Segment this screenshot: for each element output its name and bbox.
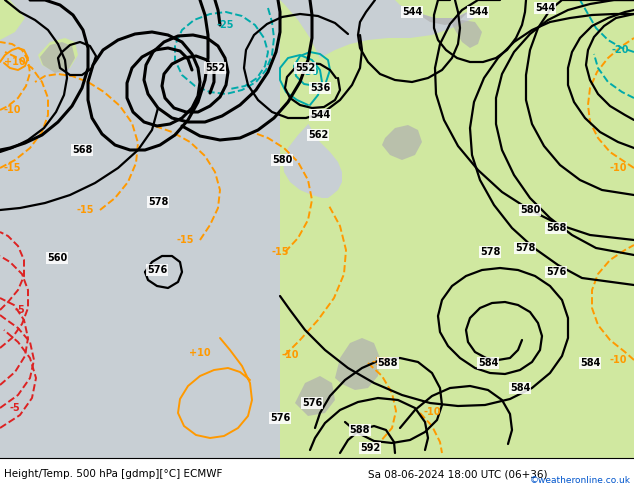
Text: 576: 576: [302, 398, 322, 408]
Text: 544: 544: [535, 3, 555, 13]
Text: -15: -15: [372, 357, 389, 367]
Polygon shape: [335, 338, 380, 390]
Text: -10: -10: [609, 163, 627, 173]
Text: 584: 584: [510, 383, 530, 393]
Text: -20: -20: [611, 45, 629, 55]
Bar: [0, 458, 634, 490]
Text: 588: 588: [378, 358, 398, 368]
Text: -5: -5: [15, 305, 25, 315]
Text: -5: -5: [10, 403, 20, 413]
Polygon shape: [280, 0, 634, 458]
Polygon shape: [38, 38, 78, 72]
Text: -15: -15: [76, 205, 94, 215]
Polygon shape: [382, 125, 422, 160]
Text: 552: 552: [295, 63, 315, 73]
Text: 576: 576: [147, 265, 167, 275]
Text: -10: -10: [3, 105, 21, 115]
Polygon shape: [395, 0, 480, 18]
Text: 544: 544: [468, 7, 488, 17]
Text: -25: -25: [216, 20, 234, 30]
Text: Height/Temp. 500 hPa [gdmp][°C] ECMWF: Height/Temp. 500 hPa [gdmp][°C] ECMWF: [4, 469, 223, 479]
Text: 544: 544: [402, 7, 422, 17]
Text: 578: 578: [480, 247, 500, 257]
Polygon shape: [436, 0, 634, 120]
Text: 578: 578: [515, 243, 535, 253]
Text: 568: 568: [546, 223, 566, 233]
Text: Sa 08-06-2024 18:00 UTC (06+36): Sa 08-06-2024 18:00 UTC (06+36): [368, 469, 547, 479]
Polygon shape: [452, 20, 482, 48]
Text: 568: 568: [72, 145, 92, 155]
Text: 560: 560: [47, 253, 67, 263]
Text: 584: 584: [580, 358, 600, 368]
Text: 584: 584: [478, 358, 498, 368]
Text: 578: 578: [148, 197, 168, 207]
Polygon shape: [295, 376, 335, 416]
Text: 536: 536: [310, 83, 330, 93]
Text: -10: -10: [609, 355, 627, 365]
Polygon shape: [415, 12, 468, 25]
Text: 552: 552: [205, 63, 225, 73]
Text: 544: 544: [310, 110, 330, 120]
Text: 576: 576: [270, 413, 290, 423]
Text: +10: +10: [189, 348, 211, 358]
Polygon shape: [0, 0, 25, 40]
Text: +10: +10: [4, 57, 26, 67]
Text: -15: -15: [3, 163, 21, 173]
Text: -10: -10: [281, 350, 299, 360]
Text: 580: 580: [520, 205, 540, 215]
Text: 562: 562: [308, 130, 328, 140]
Text: ©weatheronline.co.uk: ©weatheronline.co.uk: [530, 476, 631, 485]
Text: 592: 592: [360, 443, 380, 453]
Text: 588: 588: [350, 425, 370, 435]
Text: 576: 576: [546, 267, 566, 277]
Text: -15: -15: [271, 247, 288, 257]
Text: -10: -10: [424, 407, 441, 417]
Text: -30: -30: [301, 67, 319, 77]
Text: 580: 580: [272, 155, 292, 165]
Polygon shape: [40, 42, 75, 73]
Text: -15: -15: [176, 235, 194, 245]
